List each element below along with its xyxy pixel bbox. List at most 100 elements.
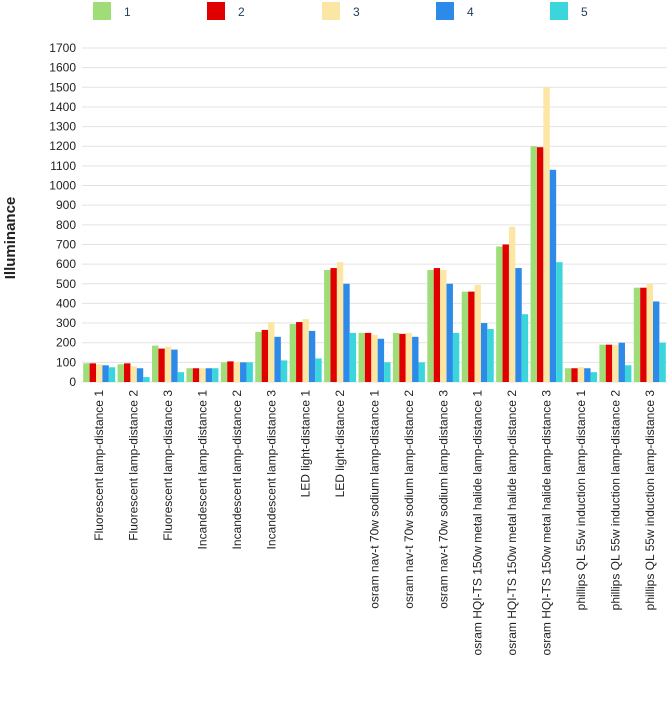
bar-series-3 <box>164 346 172 382</box>
bar-series-2 <box>502 244 509 382</box>
y-tick-label: 1500 <box>49 80 76 94</box>
bar-series-4 <box>515 268 522 382</box>
bar-series-4 <box>102 365 109 382</box>
bar-series-2 <box>124 363 131 382</box>
bar-series-4 <box>240 362 247 382</box>
legend-swatch-5 <box>550 2 568 20</box>
bar-series-5 <box>487 328 494 382</box>
bar-series-2 <box>158 348 165 382</box>
bar-series-2 <box>261 329 269 382</box>
bar-series-4 <box>446 283 453 382</box>
bar-series-2 <box>399 333 406 382</box>
bar-series-4 <box>480 323 488 382</box>
y-tick-label: 1400 <box>49 100 76 114</box>
y-tick-label: 1600 <box>49 61 76 75</box>
bar-series-4 <box>412 336 419 382</box>
x-category-label: phillips QL 55w induction lamp-distance … <box>643 390 657 611</box>
y-axis-ticks: 0 100 200 300 400 500 600 700 800 900 1000 1100 1200… <box>49 41 76 389</box>
legend-label-2: 2 <box>238 5 245 19</box>
bar-series-2 <box>536 147 544 382</box>
bar-series-5 <box>452 332 460 382</box>
bar-series-4 <box>136 368 144 382</box>
y-tick-label: 800 <box>56 218 76 232</box>
x-category-label: LED light-distance 1 <box>299 390 313 498</box>
y-tick-label: 400 <box>56 296 76 310</box>
y-tick-label: 600 <box>56 257 76 271</box>
bar-series-3 <box>233 362 241 382</box>
bar-series-2 <box>364 332 372 382</box>
bar-series-3 <box>268 322 275 382</box>
bar-series-3 <box>646 283 653 382</box>
bar-series-2 <box>605 344 613 382</box>
bar-series-5 <box>624 365 632 382</box>
x-category-label: osram nav-t 70w sodium lamp-distance 2 <box>402 390 416 609</box>
bar-series-1 <box>392 332 400 382</box>
y-axis-title: Illuminance <box>2 197 19 280</box>
y-tick-label: 900 <box>56 198 76 212</box>
bar-series-3 <box>371 334 378 382</box>
bar-series-3 <box>302 319 309 382</box>
y-tick-label: 1000 <box>49 179 76 193</box>
x-category-label: phillips QL 55w induction lamp-distance … <box>574 390 588 611</box>
x-category-label: Incandescent lamp-distance 2 <box>230 390 244 550</box>
bar-series-5 <box>384 362 391 382</box>
y-tick-label: 100 <box>56 355 76 369</box>
y-tick-label: 1700 <box>49 41 76 55</box>
legend-swatch-4 <box>436 2 454 20</box>
bar-series-3 <box>474 284 481 382</box>
bar-series-5 <box>418 362 425 382</box>
bar-series-3 <box>336 262 344 382</box>
y-tick-label: 1200 <box>49 139 76 153</box>
legend-label-5: 5 <box>581 5 588 19</box>
bar-series-3 <box>543 87 550 382</box>
bar-series-2 <box>330 268 337 382</box>
bar-series-4 <box>274 336 281 382</box>
legend-swatch-3 <box>322 2 340 20</box>
bar-series-5 <box>108 367 116 382</box>
bar-series-2 <box>89 363 97 382</box>
bar-series-4 <box>549 169 557 382</box>
gridlines <box>82 47 667 383</box>
bar-series-1 <box>289 324 297 382</box>
bar-series-3 <box>405 332 413 382</box>
bar-series-3 <box>508 226 516 382</box>
x-category-label: osram nav-t 70w sodium lamp-distance 1 <box>368 390 382 609</box>
x-category-label: Incandescent lamp-distance 3 <box>264 390 278 550</box>
y-tick-label: 300 <box>56 316 76 330</box>
bar-series-5 <box>177 372 185 382</box>
legend-label-3: 3 <box>353 5 360 19</box>
y-tick-label: 0 <box>69 375 76 389</box>
bar-series-1 <box>358 332 365 382</box>
bar-series-1 <box>83 363 90 382</box>
bar-series-4 <box>343 283 350 382</box>
bar-series-2 <box>296 322 303 382</box>
x-category-label: phillips QL 55w induction lamp-distance … <box>608 390 622 611</box>
bar-series-4 <box>584 368 591 382</box>
y-tick-label: 1300 <box>49 120 76 134</box>
bars <box>83 87 666 382</box>
bar-series-4 <box>205 368 213 382</box>
x-category-label: Fluorescent lamp-distance 3 <box>161 390 175 541</box>
bar-series-4 <box>652 301 660 382</box>
bar-series-3 <box>130 366 137 382</box>
bar-series-1 <box>255 331 262 382</box>
legend-swatch-2 <box>207 2 225 20</box>
bar-series-4 <box>377 338 385 382</box>
x-category-label: osram nav-t 70w sodium lamp-distance 3 <box>436 390 450 609</box>
bar-series-1 <box>324 270 331 382</box>
bar-series-5 <box>590 372 597 382</box>
x-category-label: Fluorescent lamp-distance 2 <box>127 390 141 541</box>
legend: 1 2 3 4 5 <box>93 2 588 20</box>
y-tick-label: 700 <box>56 237 76 251</box>
x-axis-labels: Fluorescent lamp-distance 1 Fluorescent l… <box>92 390 657 656</box>
bar-series-2 <box>571 368 578 382</box>
bar-series-1 <box>530 146 537 382</box>
x-category-label: Fluorescent lamp-distance 1 <box>92 390 106 541</box>
bar-series-5 <box>521 314 529 382</box>
bar-series-4 <box>308 330 316 382</box>
bar-series-3 <box>440 270 447 382</box>
legend-swatch-1 <box>93 2 111 20</box>
x-category-label: osram HQI-TS 150w metal halide lamp-dist… <box>505 390 519 656</box>
bar-series-3 <box>612 344 619 382</box>
